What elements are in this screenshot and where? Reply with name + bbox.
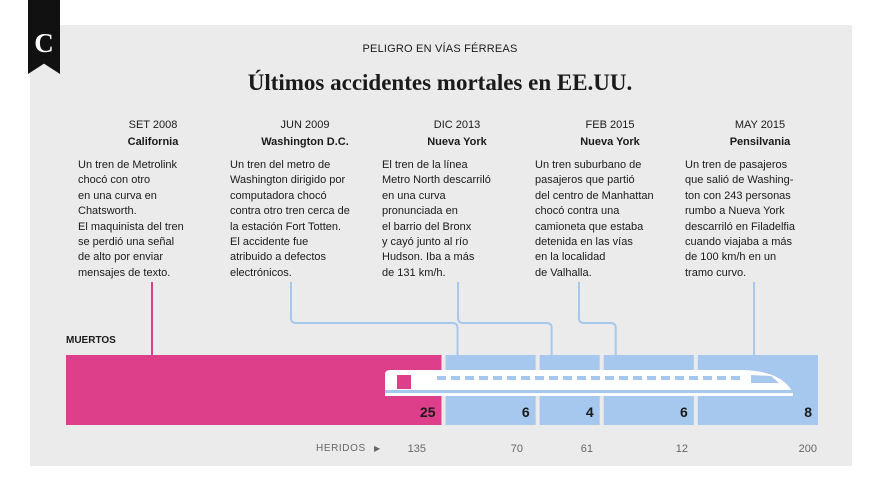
train-door: [397, 375, 411, 389]
train-window: [689, 376, 698, 380]
train-window: [521, 376, 530, 380]
injured-value: 135: [407, 443, 426, 455]
accident-description: Un tren suburbano de pasajeros que parti…: [535, 159, 654, 279]
train-window: [647, 376, 656, 380]
accident-date: SET 2008: [128, 119, 178, 131]
injured-value: 61: [580, 443, 593, 455]
accident-description: Un tren de pasajeros que salió de Washin…: [685, 159, 796, 279]
train-stripe: [385, 390, 793, 393]
train-window: [619, 376, 628, 380]
accident-date: MAY 2015: [734, 119, 786, 131]
accident-date: FEB 2015: [585, 119, 635, 131]
train-window: [717, 376, 726, 380]
connector-line: [457, 282, 553, 355]
deaths-value: 25: [420, 404, 436, 420]
train-window: [437, 376, 446, 380]
injured-label: HERIDOS: [316, 443, 366, 454]
train-window: [577, 376, 586, 380]
train-window: [675, 376, 684, 380]
page-title: Últimos accidentes mortales en EE.UU.: [247, 70, 633, 95]
deaths-label: MUERTOS: [66, 335, 116, 346]
deaths-value: 4: [586, 404, 594, 420]
accident-place: Washington D.C.: [261, 136, 349, 148]
train-window: [507, 376, 516, 380]
accident-description: El tren de la línea Metro North descarri…: [382, 159, 491, 279]
train-window: [703, 376, 712, 380]
accident-description: Un tren de Metrolink chocó con otro en u…: [78, 159, 184, 279]
injured-value: 12: [675, 443, 688, 455]
train-window: [451, 376, 460, 380]
accident-description: Un tren del metro de Washington dirigido…: [230, 159, 350, 279]
logo-letter: C: [34, 28, 54, 58]
accident-date: DIC 2013: [433, 119, 481, 131]
accident-place: Pensilvania: [729, 136, 791, 148]
accident-place: California: [127, 136, 179, 148]
accident-place: Nueva York: [580, 136, 640, 148]
train-window: [549, 376, 558, 380]
deaths-value: 6: [680, 404, 688, 420]
train-window: [661, 376, 670, 380]
deaths-value: 8: [804, 404, 812, 420]
train-windshield: [751, 375, 779, 383]
triangle-right-icon: ▶: [374, 444, 381, 453]
deaths-value: 6: [522, 404, 530, 420]
train-window: [633, 376, 642, 380]
train-window: [563, 376, 572, 380]
train-window: [479, 376, 488, 380]
train-window: [591, 376, 600, 380]
train-window: [465, 376, 474, 380]
accident-date: JUN 2009: [280, 119, 330, 131]
connector-line: [290, 282, 459, 355]
kicker: PELIGRO EN VÍAS FÉRREAS: [362, 43, 518, 55]
deaths-segment: [66, 355, 442, 425]
connector-line: [578, 282, 617, 355]
train-window: [493, 376, 502, 380]
train-window: [535, 376, 544, 380]
train-window: [605, 376, 614, 380]
accident-place: Nueva York: [427, 136, 487, 148]
injured-value: 200: [798, 443, 817, 455]
injured-value: 70: [510, 443, 523, 455]
train-window: [731, 376, 740, 380]
brand-logo[interactable]: C: [28, 0, 60, 74]
